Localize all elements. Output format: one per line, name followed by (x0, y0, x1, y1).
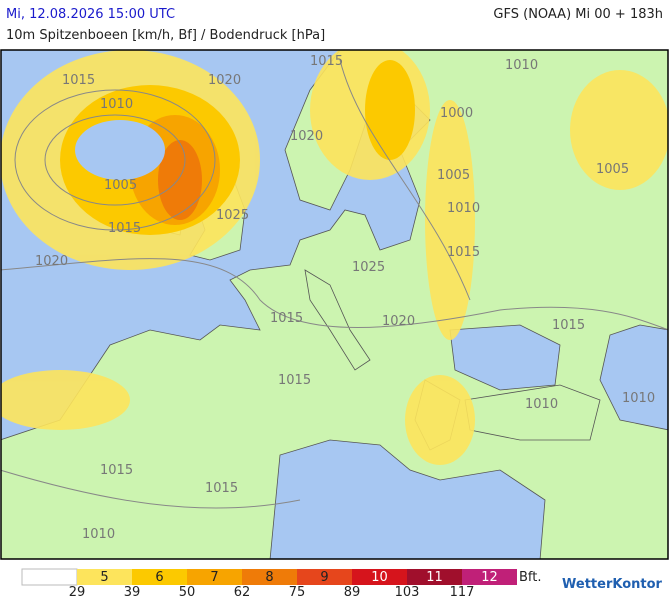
isobar-label: 1015 (278, 373, 311, 388)
isobar-label: 1005 (104, 178, 137, 193)
isobar-label: 1015 (100, 463, 133, 478)
isobar-label: 1025 (216, 208, 249, 223)
legend-box (297, 569, 352, 585)
legend-box (187, 569, 242, 585)
isobar-label: 1000 (440, 106, 473, 121)
gust-8 (158, 140, 202, 220)
legend-box (352, 569, 407, 585)
isobar-label: 1015 (205, 481, 238, 496)
isobar-label: 1015 (552, 318, 585, 333)
legend-bft: 10 (371, 570, 388, 585)
legend-kmh: 103 (395, 585, 420, 600)
legend-kmh: 39 (124, 585, 141, 600)
legend-box (462, 569, 517, 585)
isobar-label: 1015 (62, 73, 95, 88)
isobar-label: 1020 (382, 314, 415, 329)
map: 1015 1010 1020 1005 1015 1020 1025 1015 … (0, 49, 669, 560)
legend-bft: 8 (265, 570, 273, 585)
legend-bft: 9 (320, 570, 328, 585)
legend-bft: 6 (155, 570, 163, 585)
legend-bft: 11 (426, 570, 443, 585)
isobar-label: 1005 (437, 168, 470, 183)
isobar-label: 1015 (270, 311, 303, 326)
legend-box (132, 569, 187, 585)
legend-kmh: 89 (344, 585, 361, 600)
datetime: Mi, 12.08.2026 15:00 UTC (6, 7, 175, 22)
subtitle: 10m Spitzenboeen [km/h, Bf] / Bodendruck… (6, 28, 325, 43)
isobar-label: 1010 (100, 97, 133, 112)
isobar-label: 1020 (35, 254, 68, 269)
legend-kmh: 117 (450, 585, 475, 600)
legend-box (77, 569, 132, 585)
isobar-labels: 1015 1010 1020 1005 1015 1020 1025 1015 … (35, 54, 655, 542)
isobar-label: 1015 (447, 245, 480, 260)
isobar-label: 1005 (596, 162, 629, 177)
isobar-label: 1015 (108, 221, 141, 236)
legend-box (21, 568, 78, 586)
legend-kmh: 50 (179, 585, 196, 600)
legend-bft: 12 (481, 570, 498, 585)
isobar-label: 1010 (505, 58, 538, 73)
calm-core (75, 120, 165, 180)
isobar-label: 1020 (208, 73, 241, 88)
isobar-label: 1010 (622, 391, 655, 406)
legend-kmh: 62 (234, 585, 251, 600)
legend-unit: Bft. (519, 570, 542, 585)
legend-bft: 5 (100, 570, 108, 585)
legend-box (407, 569, 462, 585)
isobar-label: 1020 (290, 129, 323, 144)
isobar-label: 1010 (82, 527, 115, 542)
legend-kmh: 29 (69, 585, 86, 600)
legend-bft: 7 (210, 570, 218, 585)
isobar-label: 1025 (352, 260, 385, 275)
isobar-label: 1015 (310, 54, 343, 69)
map-frame (0, 49, 669, 560)
legend-kmh: 75 (289, 585, 306, 600)
isobar-label: 1010 (525, 397, 558, 412)
isobar-label: 1010 (447, 201, 480, 216)
logo: WetterKontor (562, 577, 663, 592)
legend-box (242, 569, 297, 585)
model: GFS (NOAA) Mi 00 + 183h (493, 7, 663, 22)
isobar-lines (1, 59, 668, 509)
